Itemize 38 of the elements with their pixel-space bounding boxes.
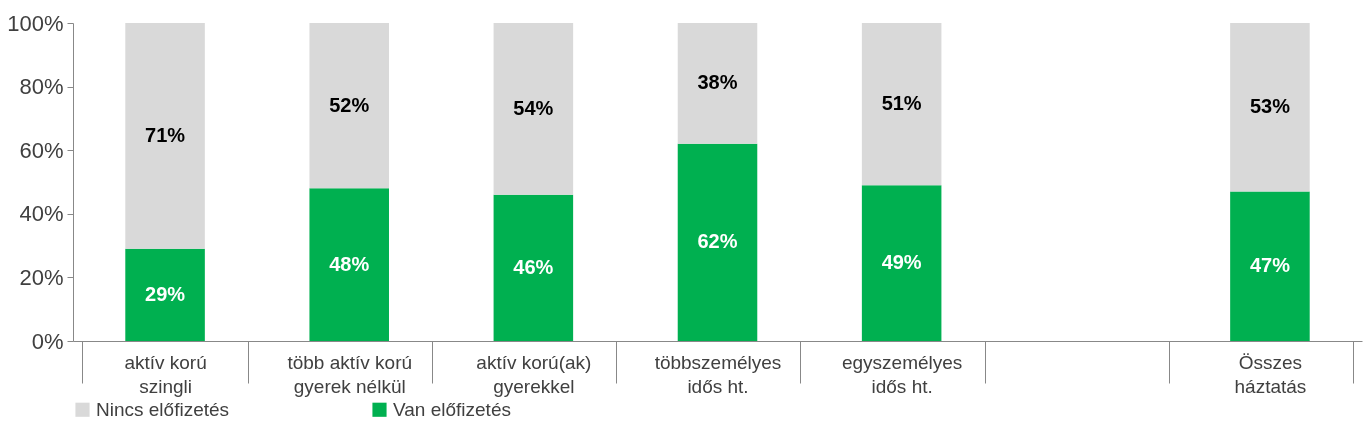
x-tick-label: egyszemélyes idős ht. [841,351,963,397]
y-tick-label: 40% [19,201,64,227]
bar [861,23,942,186]
bar [493,194,574,341]
legend-label: Van előfizetés [393,398,511,420]
data-label: 53% [1249,95,1291,118]
bar [677,143,758,341]
legend-label: Nincs előfizetés [96,398,230,420]
data-label: 51% [881,92,922,115]
x-tick-label: Összes háztatás [1234,351,1307,397]
data-label: 38% [697,71,738,94]
bar [1230,191,1310,341]
data-label: 62% [697,230,738,253]
bar [677,23,758,144]
y-tick-label: 100% [7,10,64,36]
data-label: 52% [329,93,370,116]
x-tick-label: aktív korú szingli [124,351,207,397]
data-label: 29% [145,282,186,305]
x-tick-label: többszemélyes idős ht. [654,351,782,397]
bar [309,23,389,189]
bar [125,23,205,249]
x-tick-label: aktív korú(ak) gyerekkel [476,351,592,397]
bar [1230,23,1310,192]
data-label: 71% [145,123,186,146]
data-label: 54% [513,96,554,119]
bar [309,188,389,341]
data-label: 46% [513,255,554,278]
bar [861,185,942,341]
data-label: 49% [881,251,922,274]
bar [125,248,205,341]
y-tick-label: 0% [31,328,64,354]
y-tick-label: 80% [19,74,64,100]
bar [493,23,574,195]
y-tick-label: 60% [19,137,64,163]
x-tick-label: több aktív korú gyerek nélkül [287,351,413,397]
y-tick-label: 20% [19,264,64,290]
data-label: 48% [329,252,370,275]
data-label: 47% [1249,254,1291,277]
